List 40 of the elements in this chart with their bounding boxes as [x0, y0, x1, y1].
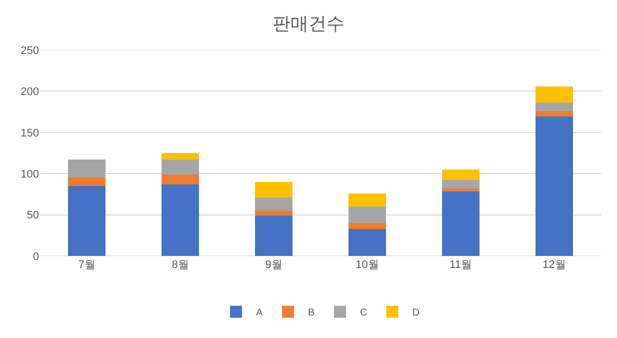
bar: [442, 169, 480, 180]
bar: [162, 184, 199, 256]
bar: [442, 188, 480, 192]
x-tick-label: 8월: [172, 259, 189, 271]
x-tick-label: 11월: [450, 259, 472, 271]
bar: [348, 228, 386, 256]
bar: [536, 102, 573, 111]
bar: [255, 182, 292, 198]
bar: [162, 153, 199, 160]
bar: [348, 206, 386, 224]
bar: [68, 178, 106, 186]
bar: [68, 186, 106, 256]
bar: [348, 193, 386, 207]
x-tick-label: 10월: [356, 259, 379, 271]
y-tick-label: 250: [20, 44, 39, 57]
bar: [68, 160, 106, 178]
x-tick-label: 7월: [78, 259, 96, 271]
bar: [536, 116, 573, 256]
bar: [536, 110, 573, 117]
chart-title: 판매건수: [272, 14, 344, 34]
bar: [255, 216, 292, 256]
y-tick-label: 50: [26, 210, 39, 222]
legend-label: B: [308, 308, 315, 319]
x-tick-label: 9월: [265, 259, 282, 271]
bar: [162, 174, 199, 184]
bar: [255, 198, 292, 211]
y-tick-label: 0: [32, 250, 39, 263]
y-tick-label: 150: [20, 127, 39, 140]
legend-label: A: [256, 308, 263, 319]
bar: [442, 192, 480, 256]
y-tick-label: 100: [20, 168, 39, 180]
bar: [255, 210, 292, 216]
bar: [442, 180, 480, 188]
legend-label: D: [412, 308, 420, 319]
bar: [162, 160, 199, 174]
bar: [536, 86, 573, 103]
x-tick-label: 12월: [542, 259, 566, 271]
y-tick-label: 200: [20, 86, 39, 98]
bar: [348, 223, 386, 229]
legend-label: C: [360, 308, 368, 319]
